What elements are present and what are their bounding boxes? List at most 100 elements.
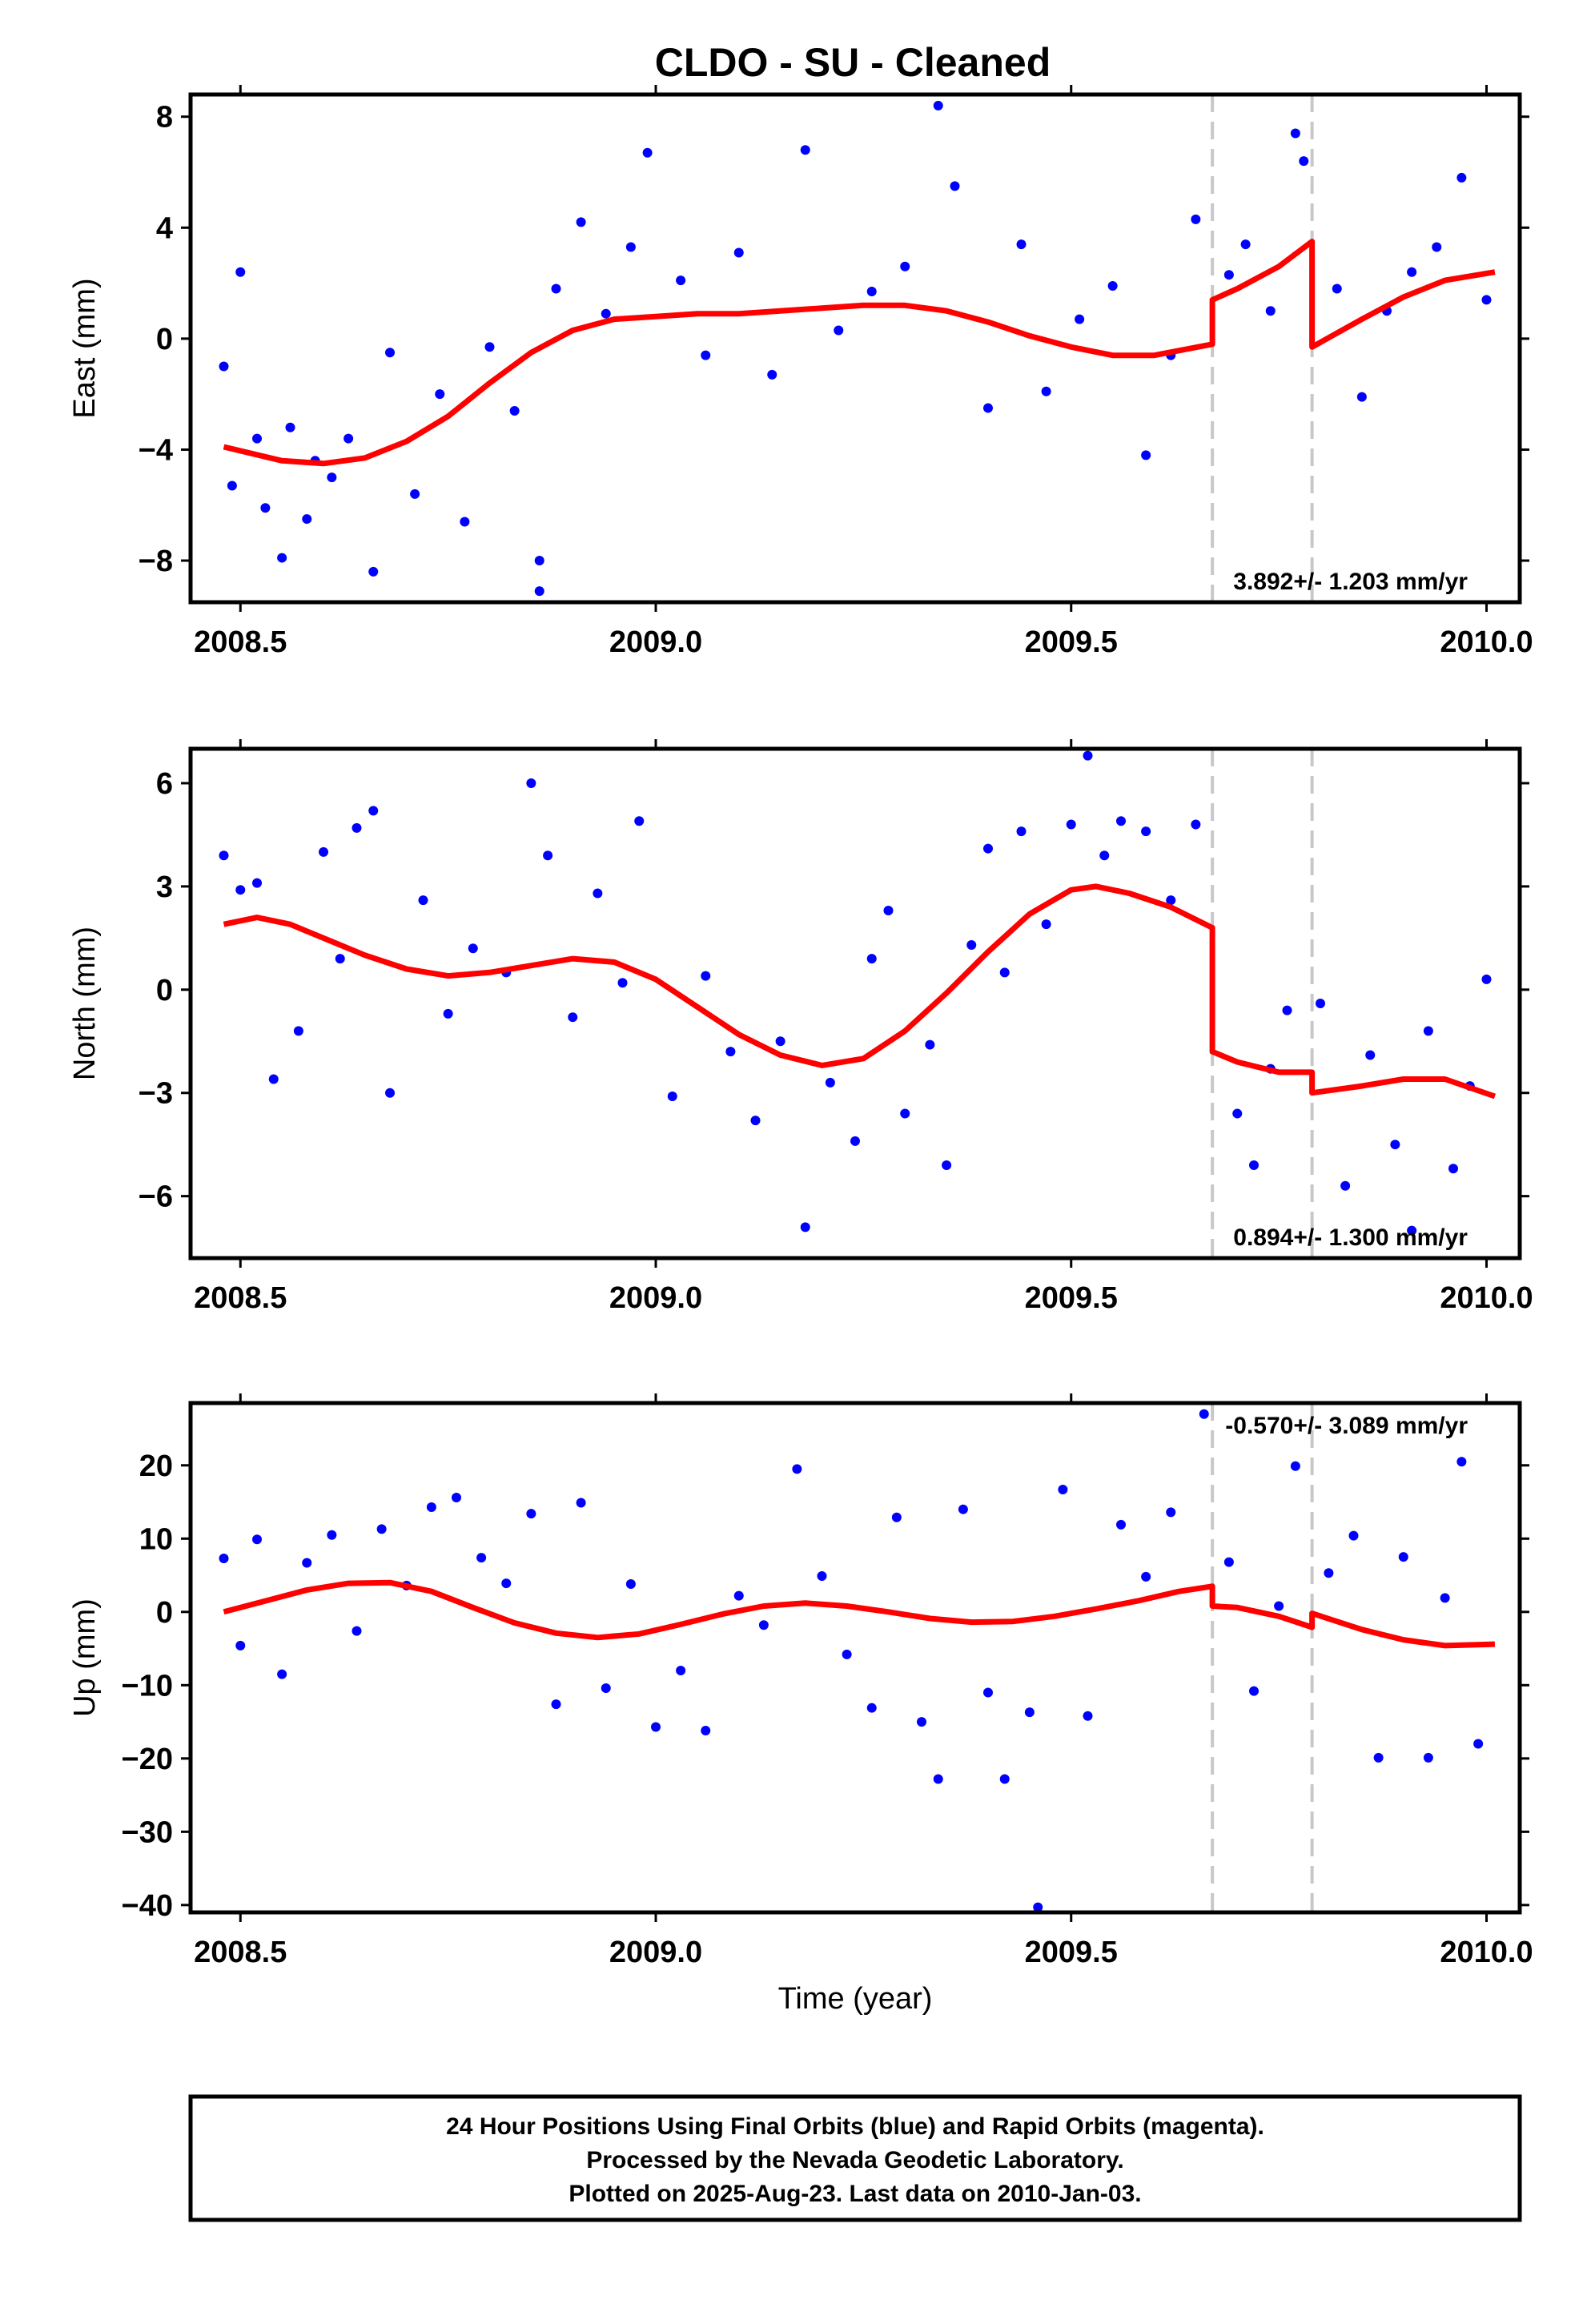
north-data-point [1423, 1026, 1433, 1036]
east-model-line [223, 239, 1496, 467]
north-data-point [568, 1012, 578, 1023]
north-data-point [1191, 819, 1201, 830]
up-y-tick-label: −10 [122, 1669, 173, 1703]
north-data-point [1099, 850, 1110, 861]
north-x-tick-label: 2008.5 [194, 1281, 287, 1315]
up-data-point [235, 1640, 246, 1651]
east-data-point [1240, 239, 1251, 250]
east-data-point [484, 342, 495, 352]
footer-frame [188, 2094, 1522, 2222]
up-data-point [576, 1498, 586, 1508]
east-y-axis-label: East (mm) [68, 278, 102, 418]
north-data-point [293, 1026, 303, 1036]
north-rate-label: 0.894+/- 1.300 mm/yr [1233, 1224, 1468, 1251]
east-data-point [227, 480, 237, 491]
north-data-point [999, 967, 1010, 978]
north-data-point [1232, 1108, 1243, 1119]
north-data-point [1365, 1050, 1376, 1060]
up-data-point [1249, 1686, 1259, 1696]
up-data-point [1116, 1519, 1126, 1530]
up-model-line [223, 1579, 1496, 1649]
north-data-point [1282, 1005, 1292, 1015]
north-data-point [1041, 919, 1051, 930]
north-data-point [750, 1116, 761, 1126]
north-y-tick-label: 3 [156, 870, 173, 904]
up-data-point [1083, 1711, 1093, 1721]
up-x-tick-label: 2010.0 [1440, 1936, 1533, 1969]
east-data-point [1332, 283, 1342, 294]
east-rate-label: 3.892+/- 1.203 mm/yr [1233, 569, 1468, 595]
north-x-tick-label: 2010.0 [1440, 1281, 1533, 1315]
up-data-point [1199, 1409, 1209, 1419]
north-data-point [235, 885, 246, 895]
up-data-point [1423, 1752, 1433, 1763]
east-data-point [1223, 270, 1234, 280]
north-data-point [526, 778, 536, 788]
north-data-point [368, 806, 379, 816]
up-data-point [1456, 1457, 1467, 1467]
north-data-point [1316, 999, 1325, 1008]
up-data-point [1024, 1707, 1035, 1718]
east-data-point [701, 350, 711, 360]
up-data-point [1033, 1902, 1043, 1912]
north-data-point [335, 954, 345, 964]
up-data-point [842, 1649, 852, 1659]
east-data-point [625, 242, 636, 252]
up-data-point [676, 1666, 686, 1676]
north-plot-frame [188, 746, 1522, 1261]
east-y-tick-label: −8 [139, 545, 173, 578]
up-data-point [1058, 1484, 1068, 1494]
up-data-point [917, 1717, 926, 1727]
up-y-tick-label: −20 [122, 1743, 173, 1776]
east-data-point [1290, 128, 1300, 139]
up-x-tick-label: 2009.0 [609, 1936, 702, 1969]
north-data-point [219, 850, 229, 861]
north-x-tick-label: 2009.5 [1025, 1281, 1118, 1315]
north-data-point [1083, 750, 1093, 761]
up-data-point [792, 1464, 802, 1474]
north-data-point [850, 1136, 860, 1146]
up-data-point [1398, 1552, 1408, 1562]
up-data-point [933, 1774, 943, 1784]
up-data-point [758, 1620, 769, 1630]
north-x-tick-label: 2009.0 [609, 1281, 702, 1315]
up-y-tick-label: 0 [156, 1596, 173, 1630]
east-data-point [460, 517, 470, 527]
up-data-point [733, 1590, 744, 1601]
north-data-point [866, 954, 877, 964]
up-data-point [1141, 1571, 1151, 1582]
up-data-point [551, 1699, 561, 1710]
up-data-point [701, 1726, 711, 1736]
north-y-axis-label: North (mm) [68, 927, 102, 1080]
east-data-point [800, 145, 810, 155]
east-data-point [1407, 267, 1417, 277]
up-plot-frame [188, 1401, 1522, 1915]
north-data-point [252, 878, 262, 888]
up-data-point [376, 1524, 387, 1534]
east-data-point [983, 403, 993, 413]
north-data-point [385, 1088, 395, 1098]
up-data-point [352, 1626, 362, 1636]
up-x-tick-label: 2009.5 [1025, 1936, 1118, 1969]
footer-line-2: Processed by the Nevada Geodetic Laborat… [586, 2147, 1123, 2173]
north-data-point [1116, 816, 1126, 826]
east-data-point [933, 100, 943, 111]
up-y-tick-label: −40 [122, 1889, 173, 1923]
north-data-point [701, 971, 711, 981]
up-data-point [1274, 1601, 1284, 1611]
east-x-tick-label: 2008.5 [194, 625, 287, 659]
east-data-point [1191, 214, 1201, 224]
east-data-point [277, 553, 287, 563]
up-points [219, 1409, 1484, 1912]
east-data-point [509, 405, 520, 416]
up-data-point [958, 1504, 968, 1514]
up-data-point [327, 1530, 337, 1540]
up-data-point [1373, 1752, 1384, 1763]
north-data-point [925, 1039, 935, 1050]
east-data-point [252, 433, 262, 444]
north-data-point [900, 1108, 910, 1119]
north-data-point [1481, 974, 1492, 984]
east-data-point [235, 267, 246, 277]
up-data-point [277, 1669, 287, 1679]
up-data-point [452, 1493, 461, 1503]
